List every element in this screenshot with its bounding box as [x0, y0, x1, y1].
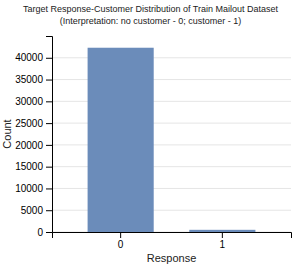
y-tick: 25000	[15, 118, 52, 129]
bar	[88, 48, 154, 232]
bar	[189, 230, 255, 232]
x-tick: 0	[118, 232, 124, 250]
x-axis-label: Response	[147, 252, 197, 264]
y-tick: 15000	[15, 161, 52, 172]
bars	[88, 48, 256, 232]
x-axis: 01	[53, 232, 292, 250]
y-tick-mark	[46, 58, 52, 59]
y-tick-mark	[46, 188, 52, 189]
y-tick: 35000	[15, 74, 52, 85]
y-tick-label: 15000	[15, 161, 43, 172]
y-tick-label: 40000	[15, 52, 43, 63]
y-tick-label: 0	[37, 227, 43, 238]
y-tick-mark	[46, 123, 52, 124]
y-tick-label: 5000	[21, 205, 44, 216]
y-tick-mark	[46, 232, 52, 233]
y-tick-mark	[46, 167, 52, 168]
chart: Target Response-Customer Distribution of…	[0, 0, 301, 268]
x-tick-label: 1	[220, 239, 226, 250]
x-axis-line	[53, 233, 292, 239]
y-tick-label: 25000	[15, 118, 43, 129]
y-tick: 5000	[21, 205, 52, 216]
y-tick: 10000	[15, 183, 52, 194]
x-tick-mark	[222, 232, 223, 238]
y-axis: 0 5000 10000 15000 20000 25000 30000 35000 40000	[15, 37, 52, 238]
x-tick: 1	[220, 232, 226, 250]
y-axis-line	[46, 37, 53, 233]
y-tick-label: 10000	[15, 183, 43, 194]
y-tick-label: 30000	[15, 96, 43, 107]
title: Target Response-Customer Distribution of…	[23, 4, 279, 14]
y-axis-label: Count	[1, 119, 13, 148]
x-tick-mark	[120, 232, 121, 238]
y-tick-mark	[46, 101, 52, 102]
y-tick-mark	[46, 145, 52, 146]
y-tick-mark	[46, 80, 52, 81]
y-tick-label: 20000	[15, 140, 43, 151]
y-tick: 40000	[15, 52, 52, 63]
y-tick: 20000	[15, 140, 52, 151]
subtitle: (Interpretation: no customer - 0; custom…	[60, 16, 242, 26]
y-tick-mark	[46, 210, 52, 211]
y-tick-label: 35000	[15, 74, 43, 85]
y-tick: 30000	[15, 96, 52, 107]
plot: 0 5000 10000 15000 20000 25000 30000 35000 40000…	[15, 37, 291, 251]
y-tick: 0	[37, 227, 52, 238]
x-tick-label: 0	[118, 239, 124, 250]
